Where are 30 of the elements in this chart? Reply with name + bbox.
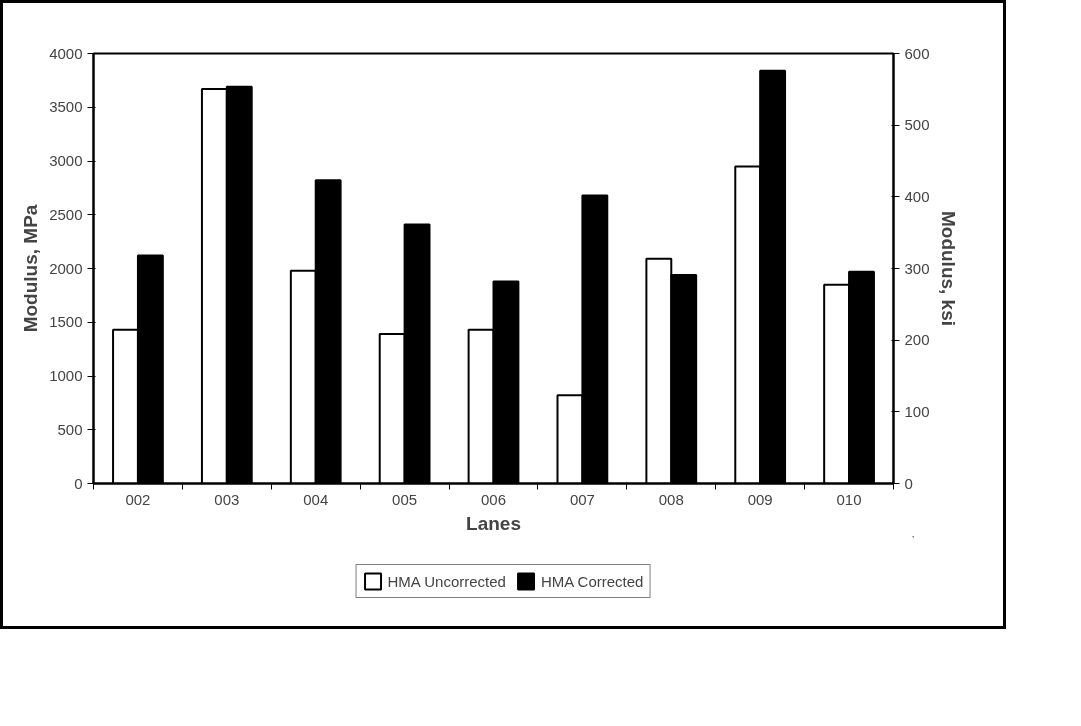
y2-tick-label: 600 bbox=[904, 44, 930, 62]
x-tick-label: 003 bbox=[214, 490, 240, 508]
y-tick-label: 2000 bbox=[49, 259, 83, 277]
y2-tick-label: 300 bbox=[904, 259, 930, 277]
y2-tick-label: 0 bbox=[904, 474, 913, 492]
x-tick-label: 002 bbox=[125, 490, 151, 508]
y2-tick-label: 500 bbox=[904, 116, 930, 134]
y2-tick-label: 100 bbox=[904, 402, 930, 420]
y-tick-label: 2500 bbox=[49, 205, 83, 223]
x-tick-label: 008 bbox=[658, 490, 684, 508]
x-tick-label: 010 bbox=[836, 490, 862, 508]
x-axis-title: Lanes bbox=[466, 512, 521, 534]
legend-label: HMA Corrected bbox=[540, 572, 644, 590]
y-tick-label: 3500 bbox=[49, 98, 83, 116]
legend-label: HMA Uncorrected bbox=[387, 572, 506, 590]
y-tick-label: 0 bbox=[74, 474, 83, 492]
x-tick-label: 009 bbox=[747, 490, 773, 508]
x-tick-label: 004 bbox=[303, 490, 329, 508]
x-tick-label: 005 bbox=[392, 490, 418, 508]
y2-axis-title: Modulus, ksi bbox=[937, 210, 959, 327]
y-axis-title: Modulus, MPa bbox=[20, 204, 42, 333]
y-tick-label: 1500 bbox=[49, 313, 83, 331]
y-tick-label: 500 bbox=[57, 420, 83, 438]
y2-tick-label: 400 bbox=[904, 187, 930, 205]
x-tick-label: 007 bbox=[569, 490, 595, 508]
y-tick-label: 4000 bbox=[49, 44, 83, 62]
y-tick-label: 1000 bbox=[49, 367, 83, 384]
y-tick-label: 3000 bbox=[49, 152, 83, 169]
x-tick-label: 006 bbox=[480, 490, 507, 508]
y2-tick-label: 200 bbox=[904, 331, 930, 349]
